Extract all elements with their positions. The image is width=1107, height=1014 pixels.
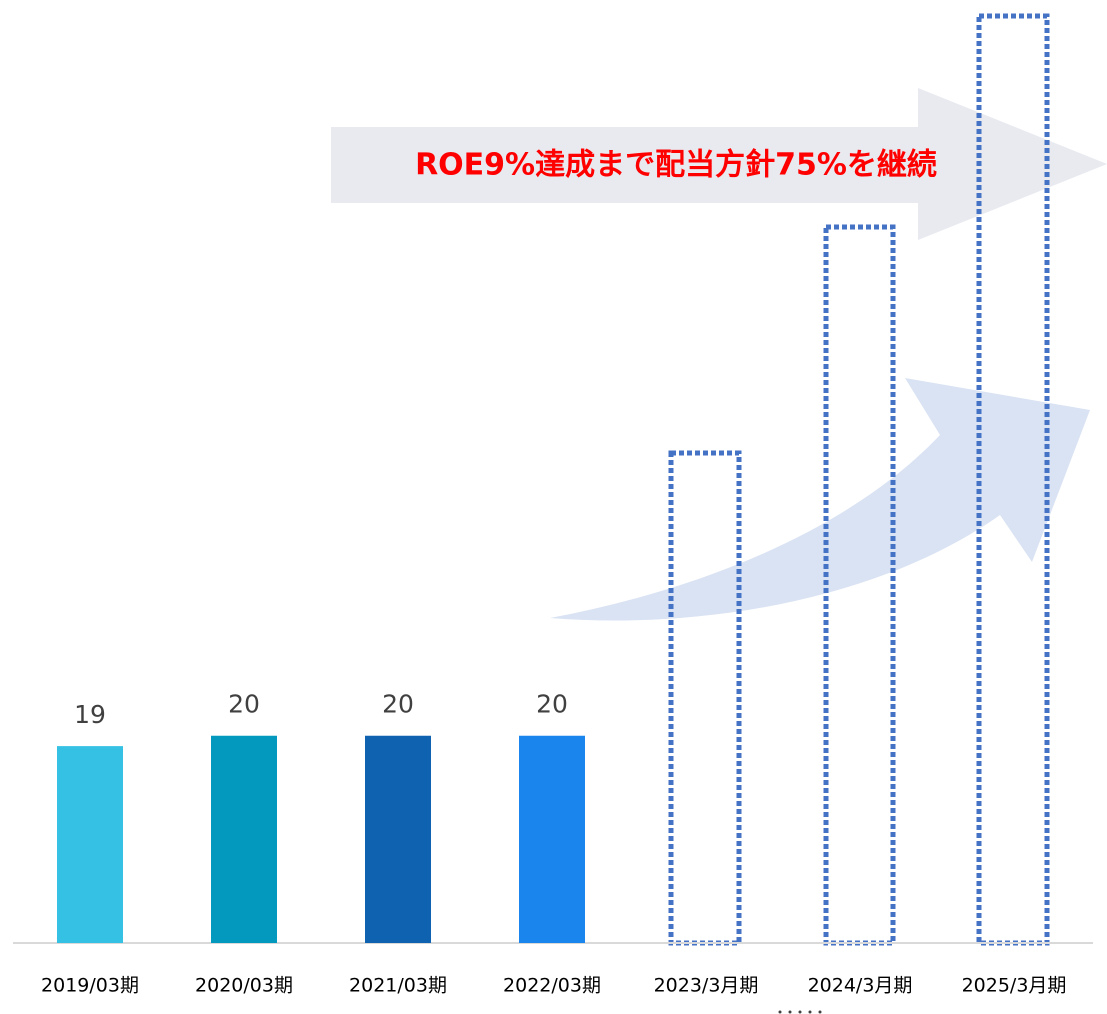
value-label: 19 — [74, 700, 106, 729]
ellipsis — [778, 1010, 822, 1014]
policy-arrow — [331, 88, 1107, 240]
x-tick-label: 2023/3月期 — [654, 975, 759, 997]
value-label: 20 — [228, 690, 260, 719]
bar — [57, 746, 123, 943]
x-tick-label: 2021/03期 — [349, 975, 447, 997]
future-bar — [668, 450, 742, 946]
annotation: ROE9%達成まで配当方針75%を継続 — [415, 148, 937, 183]
bar — [365, 735, 431, 943]
value-label: 20 — [382, 690, 414, 719]
x-tick-label: 2022/03期 — [503, 975, 601, 997]
x-tick-label: 2019/03期 — [41, 975, 139, 997]
value-label: 20 — [536, 690, 568, 719]
bar — [211, 735, 277, 943]
growth-arrow — [550, 378, 1090, 621]
x-tick-label: 2020/03期 — [195, 975, 293, 997]
x-tick-label: 2025/3月期 — [962, 975, 1067, 997]
bar — [519, 735, 585, 943]
x-tick-label: 2024/3月期 — [808, 975, 913, 997]
